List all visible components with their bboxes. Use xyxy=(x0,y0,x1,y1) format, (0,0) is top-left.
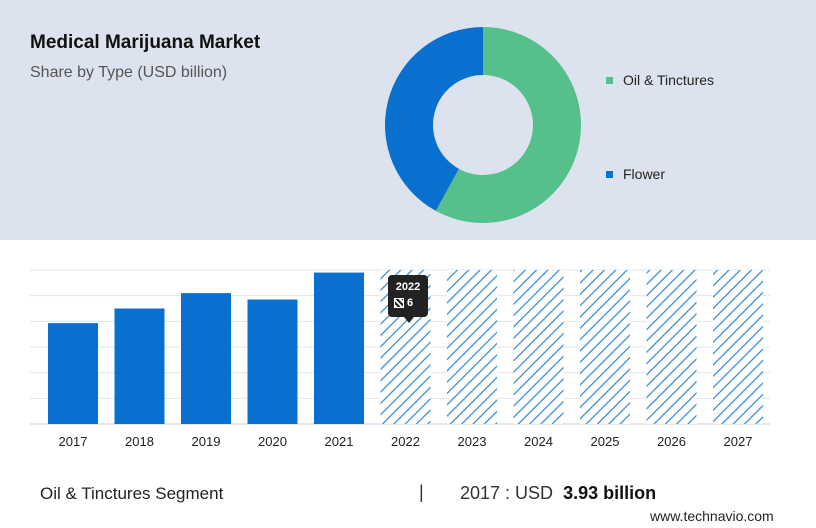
x-tick-label-2021: 2021 xyxy=(325,434,354,449)
tooltip-year: 2022 xyxy=(395,281,421,293)
legend-swatch-flower xyxy=(606,170,613,178)
hatch-swatch-icon xyxy=(394,298,404,308)
x-tick-label-2026: 2026 xyxy=(657,434,686,449)
bar-2020[interactable] xyxy=(247,299,298,424)
forecast-bar-2027[interactable] xyxy=(713,270,763,424)
legend-item-oil-tinctures[interactable]: Oil & Tinctures xyxy=(606,72,714,88)
footer-value: 2017 : USD 3.93 billion xyxy=(460,483,656,504)
legend-item-flower[interactable]: Flower xyxy=(606,166,665,182)
x-tick-label-2019: 2019 xyxy=(192,434,221,449)
legend-label-oil-tinctures: Oil & Tinctures xyxy=(623,72,715,88)
x-tick-label-2020: 2020 xyxy=(258,434,287,449)
x-tick-label-2023: 2023 xyxy=(458,434,487,449)
donut-chart xyxy=(385,26,581,223)
footer-year-prefix: 2017 : USD xyxy=(460,483,554,503)
forecast-bar-2024[interactable] xyxy=(513,270,564,424)
forecast-bar-2023[interactable] xyxy=(447,270,497,424)
tooltip-value: 6 xyxy=(407,297,414,309)
x-tick-label-2022: 2022 xyxy=(391,434,420,449)
bar-2019[interactable] xyxy=(181,293,231,424)
bar-2021[interactable] xyxy=(314,272,364,424)
donut-slice-flower[interactable] xyxy=(385,26,483,211)
tooltip-row: 6 xyxy=(394,297,413,309)
bar-tooltip: 2022 6 xyxy=(388,275,428,323)
x-tick-label-2024: 2024 xyxy=(524,434,553,449)
bar-chart: 2017 2018 2019 2020 2021 2022 2023 2024 2025 2026… xyxy=(30,269,770,449)
bar-2018[interactable] xyxy=(114,308,165,425)
x-tick-label-2018: 2018 xyxy=(125,434,154,449)
x-tick-label-2025: 2025 xyxy=(591,434,620,449)
brand-url[interactable]: www.technavio.com xyxy=(650,508,774,524)
bar-2017[interactable] xyxy=(48,323,98,424)
legend-label-flower: Flower xyxy=(623,166,666,182)
x-tick-label-2027: 2027 xyxy=(724,434,753,449)
legend-swatch-oil-tinctures xyxy=(606,76,613,84)
forecast-bar-2026[interactable] xyxy=(646,270,697,424)
footer-value-amount: 3.93 billion xyxy=(563,483,657,503)
chart-title: Medical Marijuana Market xyxy=(30,32,261,53)
x-tick-label-2017: 2017 xyxy=(59,434,88,449)
chart-subtitle: Share by Type (USD billion) xyxy=(30,64,228,81)
donut-slice-oil-tinctures[interactable] xyxy=(435,27,581,223)
footer-separator: | xyxy=(419,482,424,502)
footer-segment-label: Oil & Tinctures Segment xyxy=(40,484,224,503)
forecast-bar-2025[interactable] xyxy=(580,270,630,424)
